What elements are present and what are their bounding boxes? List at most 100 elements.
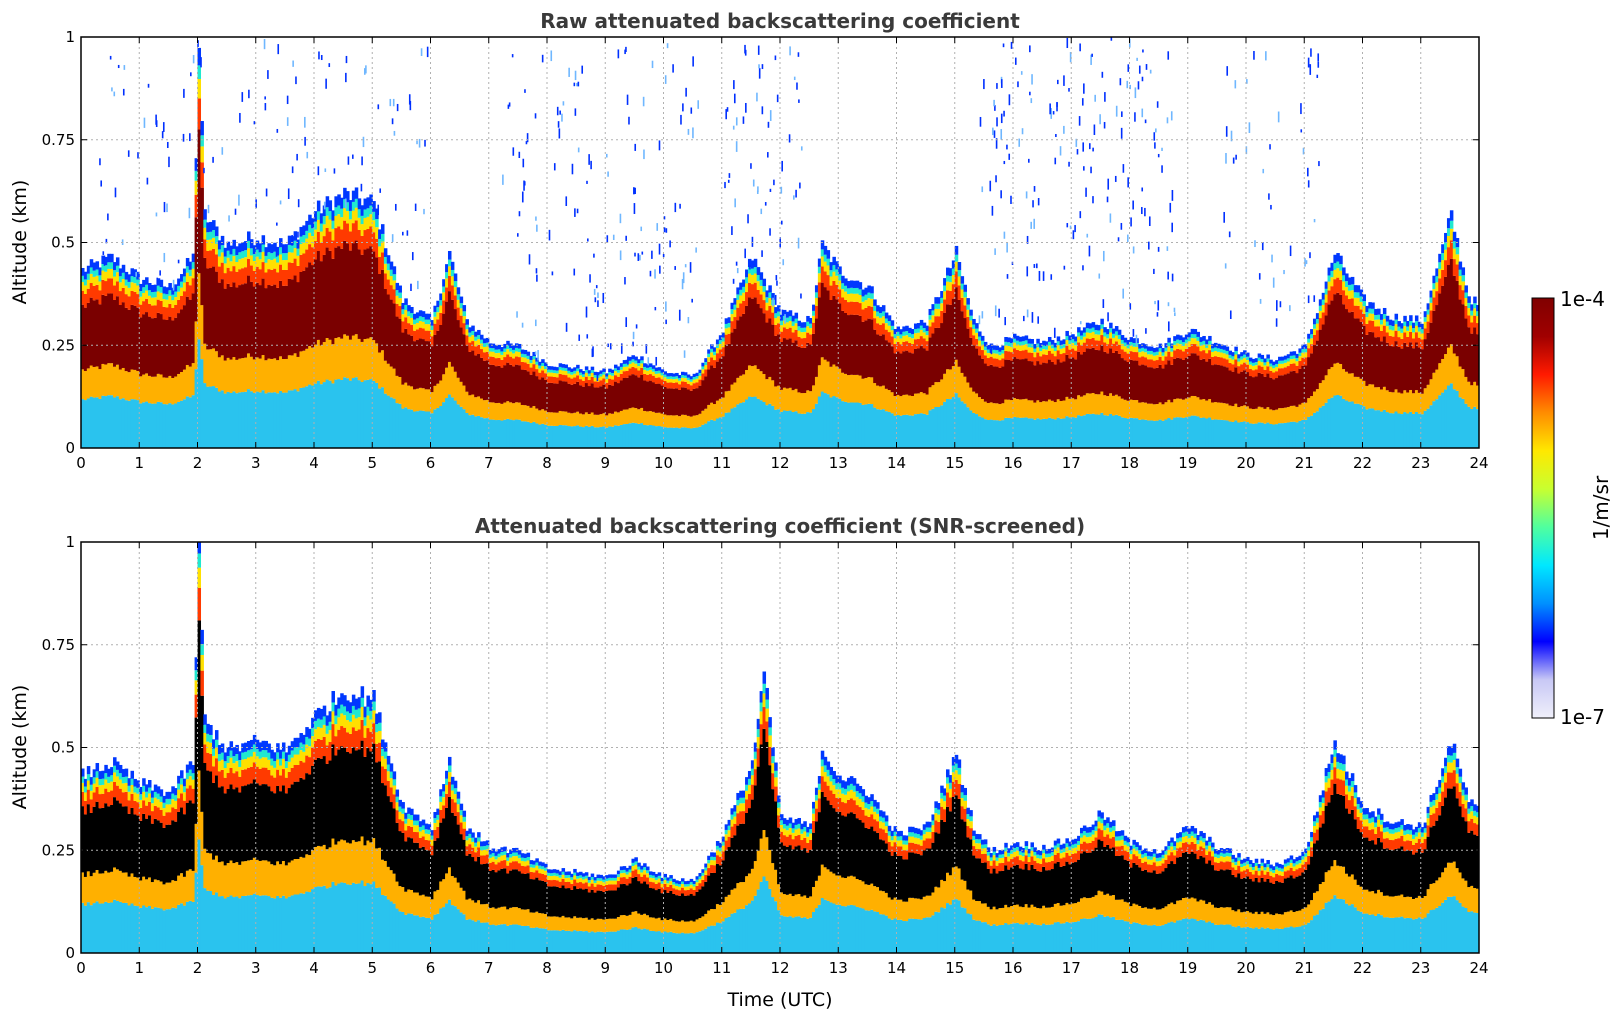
heatmap-cell — [1216, 348, 1221, 352]
heatmap-cell — [261, 860, 266, 896]
heatmap-cell — [380, 233, 385, 242]
heatmap-cell — [418, 387, 423, 411]
heatmap-cell — [136, 307, 140, 372]
heatmap-cell — [1420, 323, 1425, 330]
heatmap-cell — [124, 791, 129, 807]
heatmap-cell — [427, 840, 432, 851]
heatmap-cell — [1132, 352, 1136, 361]
noise-speck — [993, 130, 996, 138]
heatmap-cell — [1013, 398, 1017, 417]
heatmap-cell — [104, 256, 108, 266]
heatmap-cell — [1216, 343, 1221, 349]
heatmap-cell — [380, 350, 385, 388]
heatmap-cell — [206, 239, 210, 251]
noise-speck — [143, 117, 146, 128]
heatmap-cell — [1464, 305, 1468, 319]
heatmap-cell — [340, 229, 344, 249]
heatmap-cell — [838, 398, 842, 448]
heatmap-cell — [360, 706, 365, 720]
heatmap-cell — [133, 876, 137, 906]
heatmap-cell — [960, 372, 965, 402]
heatmap-cell — [881, 311, 886, 317]
heatmap-cell — [858, 303, 863, 316]
heatmap-cell — [1085, 328, 1090, 333]
heatmap-cell — [1211, 356, 1215, 366]
heatmap-cell — [657, 426, 662, 448]
heatmap-cell — [480, 349, 484, 358]
heatmap-cell — [535, 423, 539, 448]
heatmap-cell — [281, 392, 286, 448]
noise-speck — [735, 141, 738, 152]
heatmap-cell — [453, 287, 458, 296]
heatmap-cell — [290, 895, 295, 953]
heatmap-cell — [916, 393, 921, 415]
heatmap-cell — [823, 271, 828, 288]
heatmap-cell — [1047, 345, 1052, 351]
heatmap-cell — [165, 882, 169, 910]
heatmap-cell — [1103, 342, 1107, 352]
heatmap-cell — [701, 369, 705, 374]
heatmap-cell — [581, 370, 586, 375]
heatmap-cell — [1345, 295, 1349, 310]
noise-speck — [163, 201, 166, 213]
heatmap-cell — [325, 763, 330, 850]
noise-speck — [691, 298, 693, 303]
heatmap-cell — [547, 382, 551, 413]
heatmap-cell — [421, 339, 426, 389]
heatmap-cell — [156, 820, 161, 881]
heatmap-cell — [1444, 242, 1448, 250]
heatmap-cell — [436, 913, 440, 953]
heatmap-cell — [651, 371, 656, 376]
heatmap-cell — [311, 347, 315, 386]
noise-speck — [1169, 202, 1172, 213]
noise-speck — [1079, 43, 1081, 52]
heatmap-cell — [340, 713, 344, 727]
heatmap-cell — [127, 785, 132, 792]
heatmap-cell — [337, 214, 341, 227]
heatmap-cell — [351, 378, 356, 448]
heatmap-cell — [162, 808, 167, 816]
heatmap-cell — [625, 370, 630, 378]
heatmap-cell — [89, 905, 94, 953]
heatmap-cell — [1371, 384, 1375, 409]
heatmap-cell — [404, 382, 408, 408]
heatmap-cell — [1400, 348, 1404, 394]
heatmap-cell — [142, 301, 146, 315]
heatmap-cell — [156, 880, 161, 908]
heatmap-cell — [241, 258, 245, 269]
heatmap-cell — [637, 370, 641, 378]
heatmap-cell — [296, 858, 301, 895]
heatmap-cell — [229, 757, 234, 768]
heatmap-cell — [380, 894, 385, 953]
heatmap-cell — [1400, 328, 1404, 333]
heatmap-cell — [846, 293, 851, 303]
heatmap-cell — [963, 305, 967, 319]
heatmap-cell — [611, 379, 615, 386]
heatmap-cell — [1278, 356, 1282, 361]
heatmap-cell — [235, 393, 239, 448]
heatmap-cell — [445, 873, 449, 904]
heatmap-cell — [180, 873, 184, 904]
heatmap-cell — [217, 266, 222, 283]
heatmap-cell — [174, 317, 178, 377]
heatmap-cell — [1024, 335, 1029, 341]
heatmap-cell — [314, 759, 318, 847]
heatmap-cell — [113, 397, 117, 448]
heatmap-cell — [238, 285, 242, 359]
heatmap-cell — [273, 392, 277, 448]
heatmap-cell — [1123, 399, 1128, 419]
heatmap-cell — [357, 338, 362, 381]
heatmap-cell — [1050, 344, 1055, 349]
heatmap-cell — [465, 855, 469, 900]
noise-speck — [1134, 112, 1136, 122]
heatmap-cell — [389, 771, 394, 779]
heatmap-cell — [1312, 318, 1317, 325]
heatmap-cell — [500, 347, 504, 352]
noise-speck — [772, 297, 774, 307]
heatmap-cell — [1173, 336, 1177, 342]
heatmap-cell — [1181, 345, 1186, 352]
heatmap-cell — [1374, 308, 1378, 316]
heatmap-cell — [468, 332, 472, 337]
heatmap-cell — [611, 375, 615, 380]
heatmap-cell — [631, 359, 635, 363]
